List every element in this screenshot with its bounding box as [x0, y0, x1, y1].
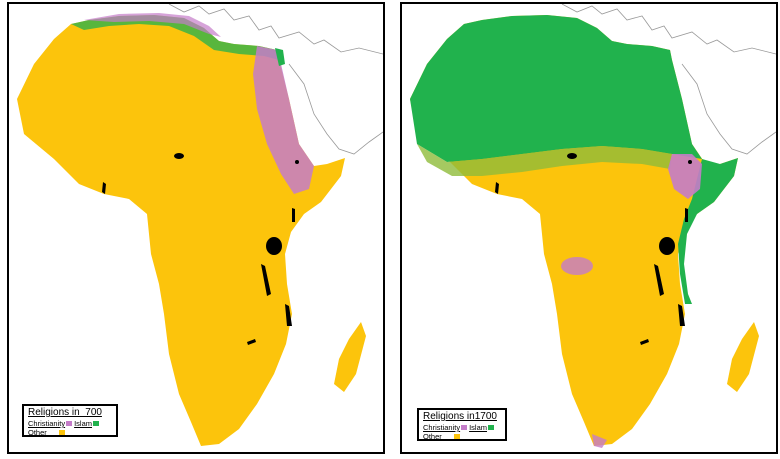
- legend-swatch-islam: [488, 425, 495, 430]
- africa-map-1700: [410, 4, 776, 448]
- legend-label-islam: Islam: [469, 423, 488, 432]
- lake-kariba-700: [247, 339, 256, 345]
- legend-swatch-christianity: [66, 421, 73, 426]
- legend-label-other: Other: [423, 432, 442, 441]
- legend-row-2: Other: [28, 428, 112, 437]
- lake-turkana-700: [292, 208, 295, 222]
- region-christianity-cape-1700: [592, 434, 607, 448]
- legend-label-other: Other: [28, 428, 47, 437]
- lake-chad-700: [174, 153, 184, 159]
- madagascar-700: [334, 322, 366, 392]
- volta-lake-700: [102, 182, 106, 194]
- lake-tana-1700: [688, 160, 692, 164]
- lake-chad-1700: [567, 153, 577, 159]
- lake-tanganyika-1700: [654, 264, 664, 296]
- africa-map-700: [17, 4, 383, 446]
- region-christianity-nile-700: [253, 46, 314, 194]
- legend-title: Religions in 700: [28, 407, 102, 418]
- region-christianity-north-coast-700: [84, 13, 221, 37]
- legend-row-2: Other: [423, 432, 501, 441]
- region-christianity-ethiopia-1700: [668, 154, 702, 199]
- map-panel-700: Religions in 700 Christianity Islam Othe…: [7, 2, 385, 454]
- region-islam-sahel-fringe-1700: [417, 144, 672, 176]
- region-other-700: [17, 15, 345, 446]
- legend-title: Religions in1700: [423, 411, 497, 422]
- legend-swatch-other: [453, 434, 460, 439]
- lake-victoria-1700: [659, 237, 675, 255]
- region-islam-north-coast-700: [71, 15, 279, 60]
- legend-swatch-other: [58, 430, 65, 435]
- madagascar-1700: [727, 322, 759, 392]
- lake-victoria-700: [266, 237, 282, 255]
- lake-tanganyika-700: [261, 264, 271, 296]
- lake-malawi-1700: [678, 304, 685, 326]
- region-islam-sinai-700: [275, 48, 285, 66]
- legend-1700: Religions in1700 Christianity Islam Othe…: [417, 408, 507, 441]
- eurasia-coastline: [561, 4, 776, 55]
- legend-row-1: Christianity Islam: [28, 419, 112, 428]
- legend-label-islam: Islam: [74, 419, 93, 428]
- region-christianity-kongo-1700: [561, 257, 593, 275]
- volta-lake-1700: [495, 182, 499, 194]
- legend-swatch-christianity: [461, 425, 468, 430]
- legend-700: Religions in 700 Christianity Islam Othe…: [22, 404, 118, 437]
- lake-tana-700: [295, 160, 299, 164]
- legend-row-1: Christianity Islam: [423, 423, 501, 432]
- region-islam-horn-1700: [678, 158, 738, 304]
- lake-kariba-1700: [640, 339, 649, 345]
- region-islam-north-1700: [410, 15, 702, 162]
- lake-turkana-1700: [685, 208, 688, 222]
- arabia-coastline: [681, 63, 776, 155]
- legend-swatch-islam: [93, 421, 100, 426]
- eurasia-coastline: [168, 4, 383, 55]
- legend-label-christianity: Christianity: [423, 423, 461, 432]
- legend-label-christianity: Christianity: [28, 419, 66, 428]
- arabia-coastline: [288, 63, 383, 155]
- map-panel-1700: Religions in1700 Christianity Islam Othe…: [400, 2, 778, 454]
- lake-malawi-700: [285, 304, 292, 326]
